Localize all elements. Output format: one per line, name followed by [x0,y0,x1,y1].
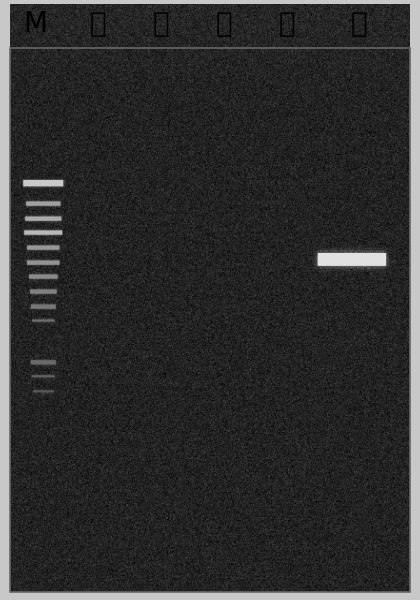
Text: 鸭: 鸭 [351,10,368,38]
Text: 猪: 猪 [216,10,232,38]
Text: M: M [23,10,47,38]
Text: 牛: 牛 [90,10,106,38]
Text: 鸡: 鸡 [279,10,295,38]
Text: 羊: 羊 [153,10,169,38]
